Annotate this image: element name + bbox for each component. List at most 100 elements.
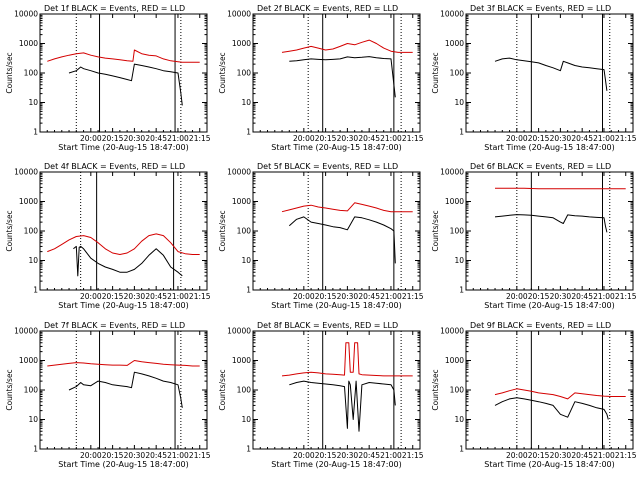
x-tick-label: 21:15 [189,451,211,460]
x-tick-label: 21:15 [189,292,211,301]
x-tick-label: 20:30 [337,451,359,460]
x-tick-label: 20:00 [506,292,528,301]
y-tick-label: 10000 [440,327,464,336]
panel-title: Det 8f BLACK = Events, RED = LLD [257,321,398,330]
panel-det-3: 1 10 100 1000 10000 20:00 20:15 20:30 20:45 21:00… [431,4,637,152]
panel-title: Det 3f BLACK = Events, RED = LLD [470,4,611,13]
y-tick-label: 1000 [232,197,251,206]
series-line-lld [47,49,200,63]
series-line-events [289,380,396,432]
series-line-events [289,56,396,98]
x-tick-label: 21:00 [167,134,189,143]
x-tick-label: 20:30 [124,451,146,460]
series-line-lld [281,202,413,213]
x-tick-label: 20:15 [528,451,550,460]
y-tick-label: 10000 [227,327,251,336]
x-axis-label: Start Time (20-Aug-15 18:47:00) [484,301,615,310]
series-line-events [73,245,183,277]
x-axis-label: Start Time (20-Aug-15 18:47:00) [271,460,402,469]
series-line-lld [281,342,413,377]
x-tick-label: 21:15 [615,292,637,301]
y-tick-label: 100 [237,69,252,78]
panel-det-5: 1 10 100 1000 10000 20:00 20:15 20:30 20:45 21:00… [218,162,424,310]
series-line-events [494,214,608,233]
series-line-lld [494,388,626,400]
y-axis-label: Counts/sec [5,369,14,410]
y-tick-label: 10 [241,98,251,107]
x-tick-label: 20:15 [528,292,550,301]
x-tick-label: 20:15 [315,292,337,301]
y-tick-label: 1000 [19,356,38,365]
y-tick-label: 10000 [14,168,38,177]
panel-title: Det 7f BLACK = Events, RED = LLD [44,321,185,330]
y-tick-label: 100 [450,227,465,236]
x-tick-label: 20:15 [102,134,124,143]
panel-title: Det 5f BLACK = Events, RED = LLD [257,162,398,171]
series-line-events [68,63,183,106]
series-line-lld [47,233,200,255]
y-tick-label: 10000 [227,10,251,19]
y-tick-label: 100 [450,69,465,78]
x-tick-label: 20:30 [550,134,572,143]
x-tick-label: 20:45 [571,292,593,301]
y-tick-label: 1 [246,286,251,295]
x-tick-label: 21:00 [593,451,615,460]
x-tick-label: 20:45 [358,134,380,143]
x-tick-label: 21:00 [593,292,615,301]
x-tick-label: 20:15 [315,451,337,460]
y-tick-label: 100 [24,69,39,78]
y-tick-label: 10000 [440,10,464,19]
y-axis-label: Counts/sec [218,210,227,251]
y-tick-label: 10 [28,98,38,107]
panel-det-1: 1 10 100 1000 10000 20:00 20:15 20:30 20:45 21:00… [5,4,211,152]
x-tick-label: 21:00 [593,134,615,143]
x-tick-label: 20:00 [506,134,528,143]
x-tick-label: 21:00 [167,451,189,460]
y-axis-label: Counts/sec [431,52,440,93]
x-tick-label: 20:15 [102,451,124,460]
panel-det-7: 1 10 100 1000 10000 20:00 20:15 20:30 20:45 21:00… [5,321,211,469]
y-axis-label: Counts/sec [218,369,227,410]
x-tick-label: 20:15 [315,134,337,143]
x-tick-label: 21:15 [402,451,424,460]
y-tick-label: 1 [33,128,38,137]
y-tick-label: 10 [241,256,251,265]
y-tick-label: 1 [459,128,464,137]
y-tick-label: 10 [28,415,38,424]
x-tick-label: 21:15 [189,134,211,143]
y-tick-label: 100 [237,386,252,395]
y-tick-label: 10000 [440,168,464,177]
x-tick-label: 21:15 [615,134,637,143]
x-axis-label: Start Time (20-Aug-15 18:47:00) [58,301,189,310]
y-tick-label: 1000 [19,39,38,48]
x-tick-label: 20:00 [80,292,102,301]
x-tick-label: 20:00 [293,451,315,460]
series-line-events [494,397,609,420]
x-tick-label: 20:45 [571,451,593,460]
x-tick-label: 20:30 [550,292,572,301]
x-tick-label: 20:00 [293,134,315,143]
y-axis-label: Counts/sec [5,210,14,251]
panel-det-2: 1 10 100 1000 10000 20:00 20:15 20:30 20:45 21:00… [218,4,424,152]
y-tick-label: 1 [459,286,464,295]
x-axis-label: Start Time (20-Aug-15 18:47:00) [484,460,615,469]
series-line-lld [495,187,626,190]
x-tick-label: 21:00 [167,292,189,301]
x-tick-label: 21:00 [380,292,402,301]
panel-det-9: 1 10 100 1000 10000 20:00 20:15 20:30 20:45 21:00… [431,321,637,469]
series-line-events [68,371,183,408]
x-tick-label: 20:30 [124,134,146,143]
y-tick-label: 1 [459,445,464,454]
x-tick-label: 21:15 [402,134,424,143]
y-tick-label: 100 [24,227,39,236]
series-line-lld [47,360,200,367]
panel-title: Det 4f BLACK = Events, RED = LLD [44,162,185,171]
series-line-lld [281,39,413,53]
y-axis-label: Counts/sec [431,369,440,410]
x-tick-label: 20:45 [358,451,380,460]
y-tick-label: 10000 [14,10,38,19]
x-tick-label: 20:30 [337,292,359,301]
x-tick-label: 20:15 [102,292,124,301]
x-axis-label: Start Time (20-Aug-15 18:47:00) [58,460,189,469]
